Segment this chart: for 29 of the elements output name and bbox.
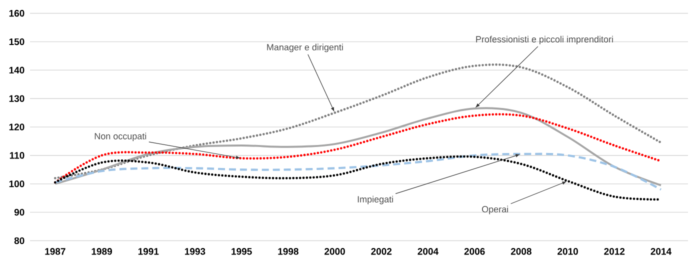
series-label: Non occupati bbox=[94, 132, 146, 142]
y-tick-label: 150 bbox=[9, 38, 24, 46]
x-tick-label: 2010 bbox=[558, 248, 578, 255]
x-tick-label: 2008 bbox=[510, 248, 532, 255]
text: Professionisti e piccoli imprenditori bbox=[476, 36, 613, 44]
x-tick-label: 1993 bbox=[185, 248, 206, 255]
y-tick-label: 100 bbox=[9, 180, 24, 188]
text: Operai bbox=[482, 206, 508, 214]
y-tick-label: 160 bbox=[9, 10, 24, 17]
y-tick-label: 140 bbox=[9, 66, 24, 74]
x-tick-label: 1995 bbox=[232, 248, 252, 255]
x-tick-label: 2000 bbox=[324, 248, 345, 255]
x-tick-label: 1989 bbox=[92, 248, 112, 255]
y-tick-label: 80 bbox=[14, 237, 24, 244]
x-tick-label: 2006 bbox=[464, 248, 485, 255]
x-tick-label: 1998 bbox=[278, 248, 298, 255]
x-tick-label: 2004 bbox=[418, 248, 438, 255]
text: Impiegati bbox=[358, 196, 393, 204]
x-tick-label: 2014 bbox=[650, 248, 672, 255]
x-tick-label: 1991 bbox=[138, 248, 159, 255]
line-series bbox=[54, 152, 662, 191]
x-tick-label: 1987 bbox=[45, 248, 66, 255]
y-tick-label: 120 bbox=[9, 124, 24, 130]
y-tick-label: 90 bbox=[14, 208, 24, 216]
y-tick-label: 110 bbox=[10, 152, 24, 159]
y-tick-label: 130 bbox=[9, 95, 24, 102]
text: Manager e dirigenti bbox=[267, 44, 343, 52]
x-tick-label: 2002 bbox=[371, 248, 392, 255]
x-tick-label: 2012 bbox=[604, 248, 625, 255]
